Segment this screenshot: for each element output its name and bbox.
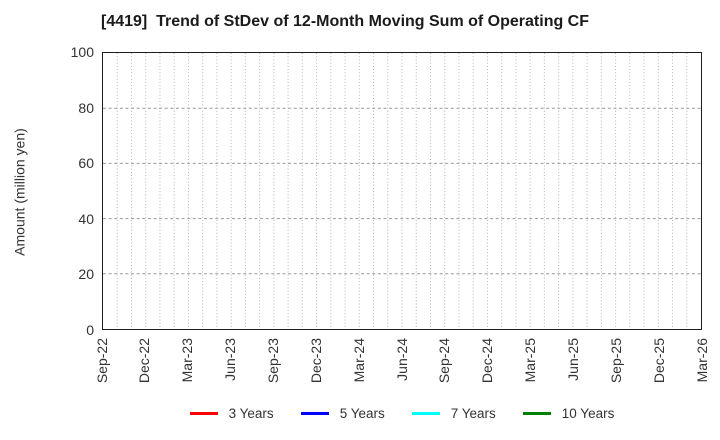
x-tick-label: Dec-25 bbox=[650, 338, 667, 384]
y-tick-label: 100 bbox=[70, 44, 94, 60]
legend-item: 5 Years bbox=[300, 405, 385, 421]
legend-line-swatch bbox=[300, 411, 329, 415]
y-tick-label: 80 bbox=[78, 99, 94, 116]
grid-lines bbox=[103, 53, 701, 329]
legend-line-swatch bbox=[411, 411, 440, 415]
x-tick-label: Mar-23 bbox=[179, 338, 196, 383]
x-tick-label: Mar-25 bbox=[522, 338, 539, 383]
y-tick-label: 60 bbox=[78, 155, 94, 172]
legend-label: 3 Years bbox=[228, 405, 274, 421]
legend-label: 7 Years bbox=[450, 405, 496, 421]
y-axis-label: Amount (million yen) bbox=[11, 128, 28, 256]
y-tick-label: 40 bbox=[78, 210, 94, 227]
x-tick-label: Dec-22 bbox=[136, 338, 153, 384]
x-tick-label: Sep-22 bbox=[93, 338, 110, 384]
x-tick-label: Dec-24 bbox=[479, 338, 496, 384]
x-tick-label: Dec-23 bbox=[307, 338, 324, 384]
x-tick-label: Jun-24 bbox=[393, 338, 410, 381]
chart-title: [4419] Trend of StDev of 12-Month Moving… bbox=[100, 13, 590, 30]
x-tick-label: Jun-23 bbox=[222, 338, 239, 381]
x-tick-label: Jun-25 bbox=[564, 338, 581, 381]
x-tick-label: Mar-24 bbox=[350, 338, 367, 383]
legend: 3 Years 5 Years 7 Years 10 Years bbox=[102, 402, 702, 424]
x-tick-label: Mar-26 bbox=[693, 338, 710, 383]
legend-label: 10 Years bbox=[561, 405, 615, 421]
x-tick-label: Sep-24 bbox=[436, 338, 453, 384]
legend-item: 3 Years bbox=[189, 405, 274, 421]
legend-line-swatch bbox=[522, 411, 551, 415]
plot-area bbox=[102, 52, 702, 330]
legend-item: 10 Years bbox=[522, 405, 615, 421]
y-tick-label: 20 bbox=[78, 266, 94, 283]
y-tick-label: 0 bbox=[86, 322, 94, 338]
x-tick-label: Sep-23 bbox=[264, 338, 281, 384]
legend-line-swatch bbox=[189, 411, 218, 415]
x-tick-label: Sep-25 bbox=[607, 338, 624, 384]
legend-label: 5 Years bbox=[339, 405, 385, 421]
legend-item: 7 Years bbox=[411, 405, 496, 421]
